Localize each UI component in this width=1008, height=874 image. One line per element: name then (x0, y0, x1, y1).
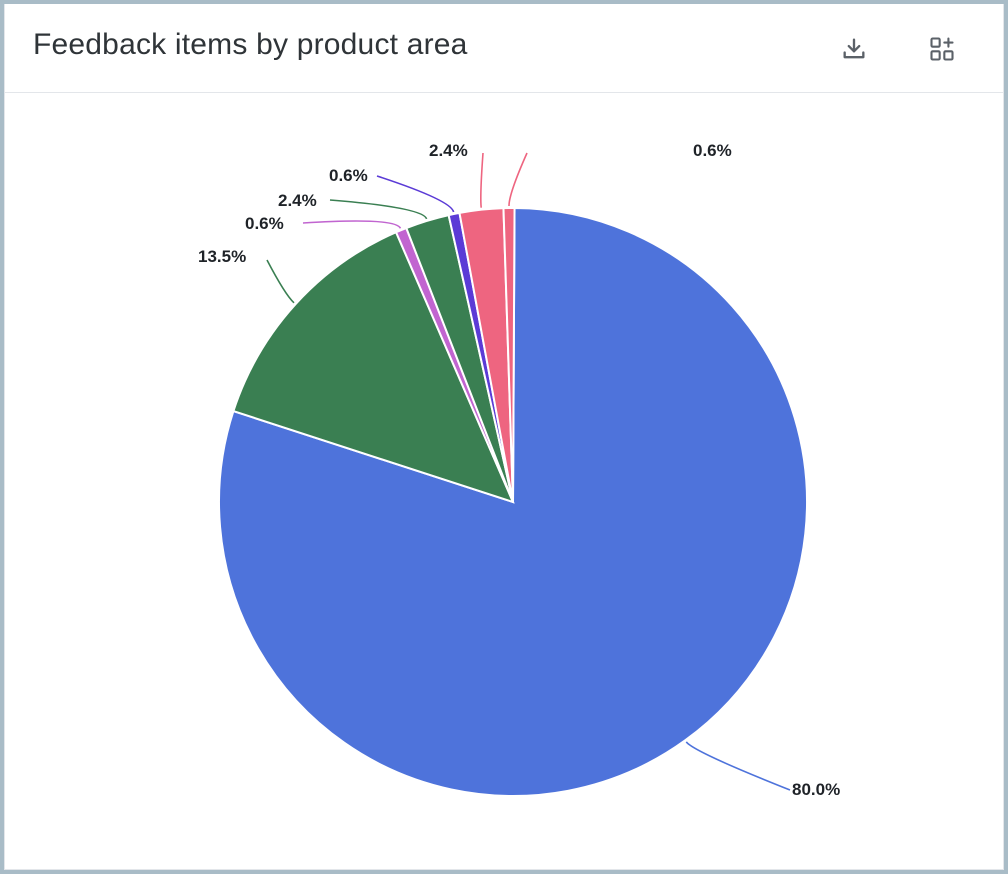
leader-line-4 (376, 175, 455, 213)
card-header: Feedback items by product area (5, 4, 1003, 93)
leader-lines (266, 152, 791, 791)
chart-card: Feedback items by product area (4, 4, 1004, 870)
slice-label-1: 13.5% (198, 247, 246, 266)
leader-line-3 (329, 199, 428, 220)
slice-label-4: 0.6% (329, 166, 368, 185)
leader-line-2 (302, 220, 402, 229)
leader-line-6 (508, 152, 528, 207)
pie-slices (218, 206, 808, 797)
pie-chart: 80.0% 13.5% 0.6% 2.4% 0.6% 2.4% 0.6% (198, 141, 840, 799)
leader-line-0 (685, 741, 791, 791)
slice-label-0: 80.0% (792, 780, 840, 799)
download-button[interactable] (837, 32, 871, 66)
chart-title: Feedback items by product area (33, 28, 468, 61)
slice-label-3: 2.4% (278, 191, 317, 210)
slice-labels: 80.0% 13.5% 0.6% 2.4% 0.6% 2.4% 0.6% (198, 141, 840, 799)
slice-label-2: 0.6% (245, 214, 284, 233)
pie-slice-1[interactable] (232, 230, 515, 504)
add-widget-icon (930, 37, 954, 61)
slice-label-6: 0.6% (693, 141, 732, 160)
add-to-dashboard-button[interactable] (925, 32, 959, 66)
download-icon (843, 38, 865, 59)
pie-slice-6[interactable] (502, 206, 516, 503)
leader-line-1 (266, 259, 295, 304)
slice-label-5: 2.4% (429, 141, 468, 160)
leader-line-5 (480, 152, 484, 208)
